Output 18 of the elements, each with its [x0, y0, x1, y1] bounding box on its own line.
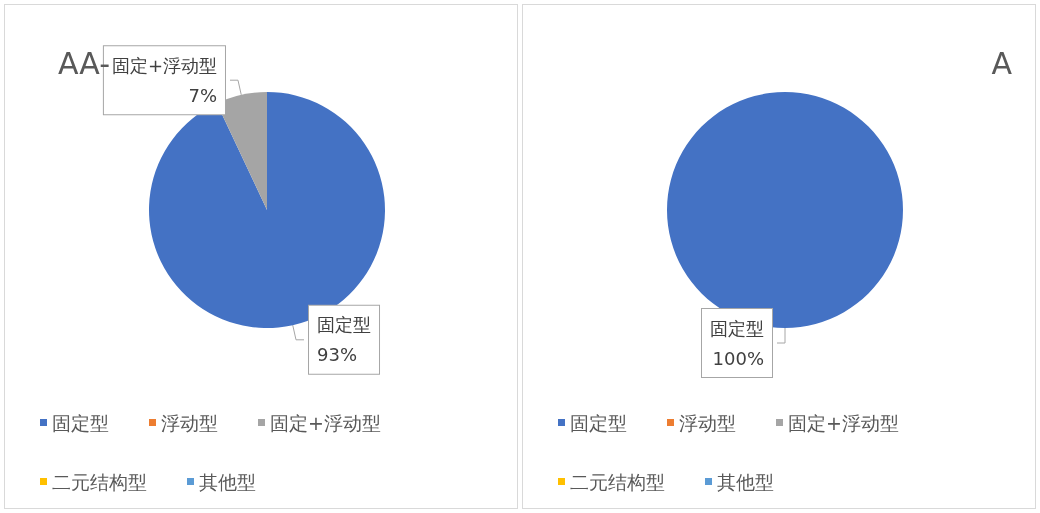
legend-label: 固定型	[52, 411, 109, 434]
chart-title: AA-	[58, 45, 111, 81]
slice-label: 固定型	[317, 314, 372, 336]
data-label: 100%	[712, 347, 764, 369]
data-label: 93%	[317, 344, 358, 366]
legend-label: 固定+浮动型	[788, 411, 899, 434]
legend-label: 其他型	[717, 470, 774, 493]
slice-label: 固定型	[710, 317, 764, 339]
legend-label: 二元结构型	[570, 470, 665, 493]
legend-label: 固定+浮动型	[270, 411, 381, 434]
text: A	[991, 45, 1013, 81]
slice-label: 固定+浮动型	[111, 54, 217, 76]
legend-label: 固定型	[570, 411, 627, 434]
legend-label: 二元结构型	[52, 470, 147, 493]
data-label: 7%	[188, 84, 217, 106]
legend-label: 其他型	[199, 470, 256, 493]
legend-label: 浮动型	[679, 411, 736, 434]
legend-label: 浮动型	[161, 411, 218, 434]
